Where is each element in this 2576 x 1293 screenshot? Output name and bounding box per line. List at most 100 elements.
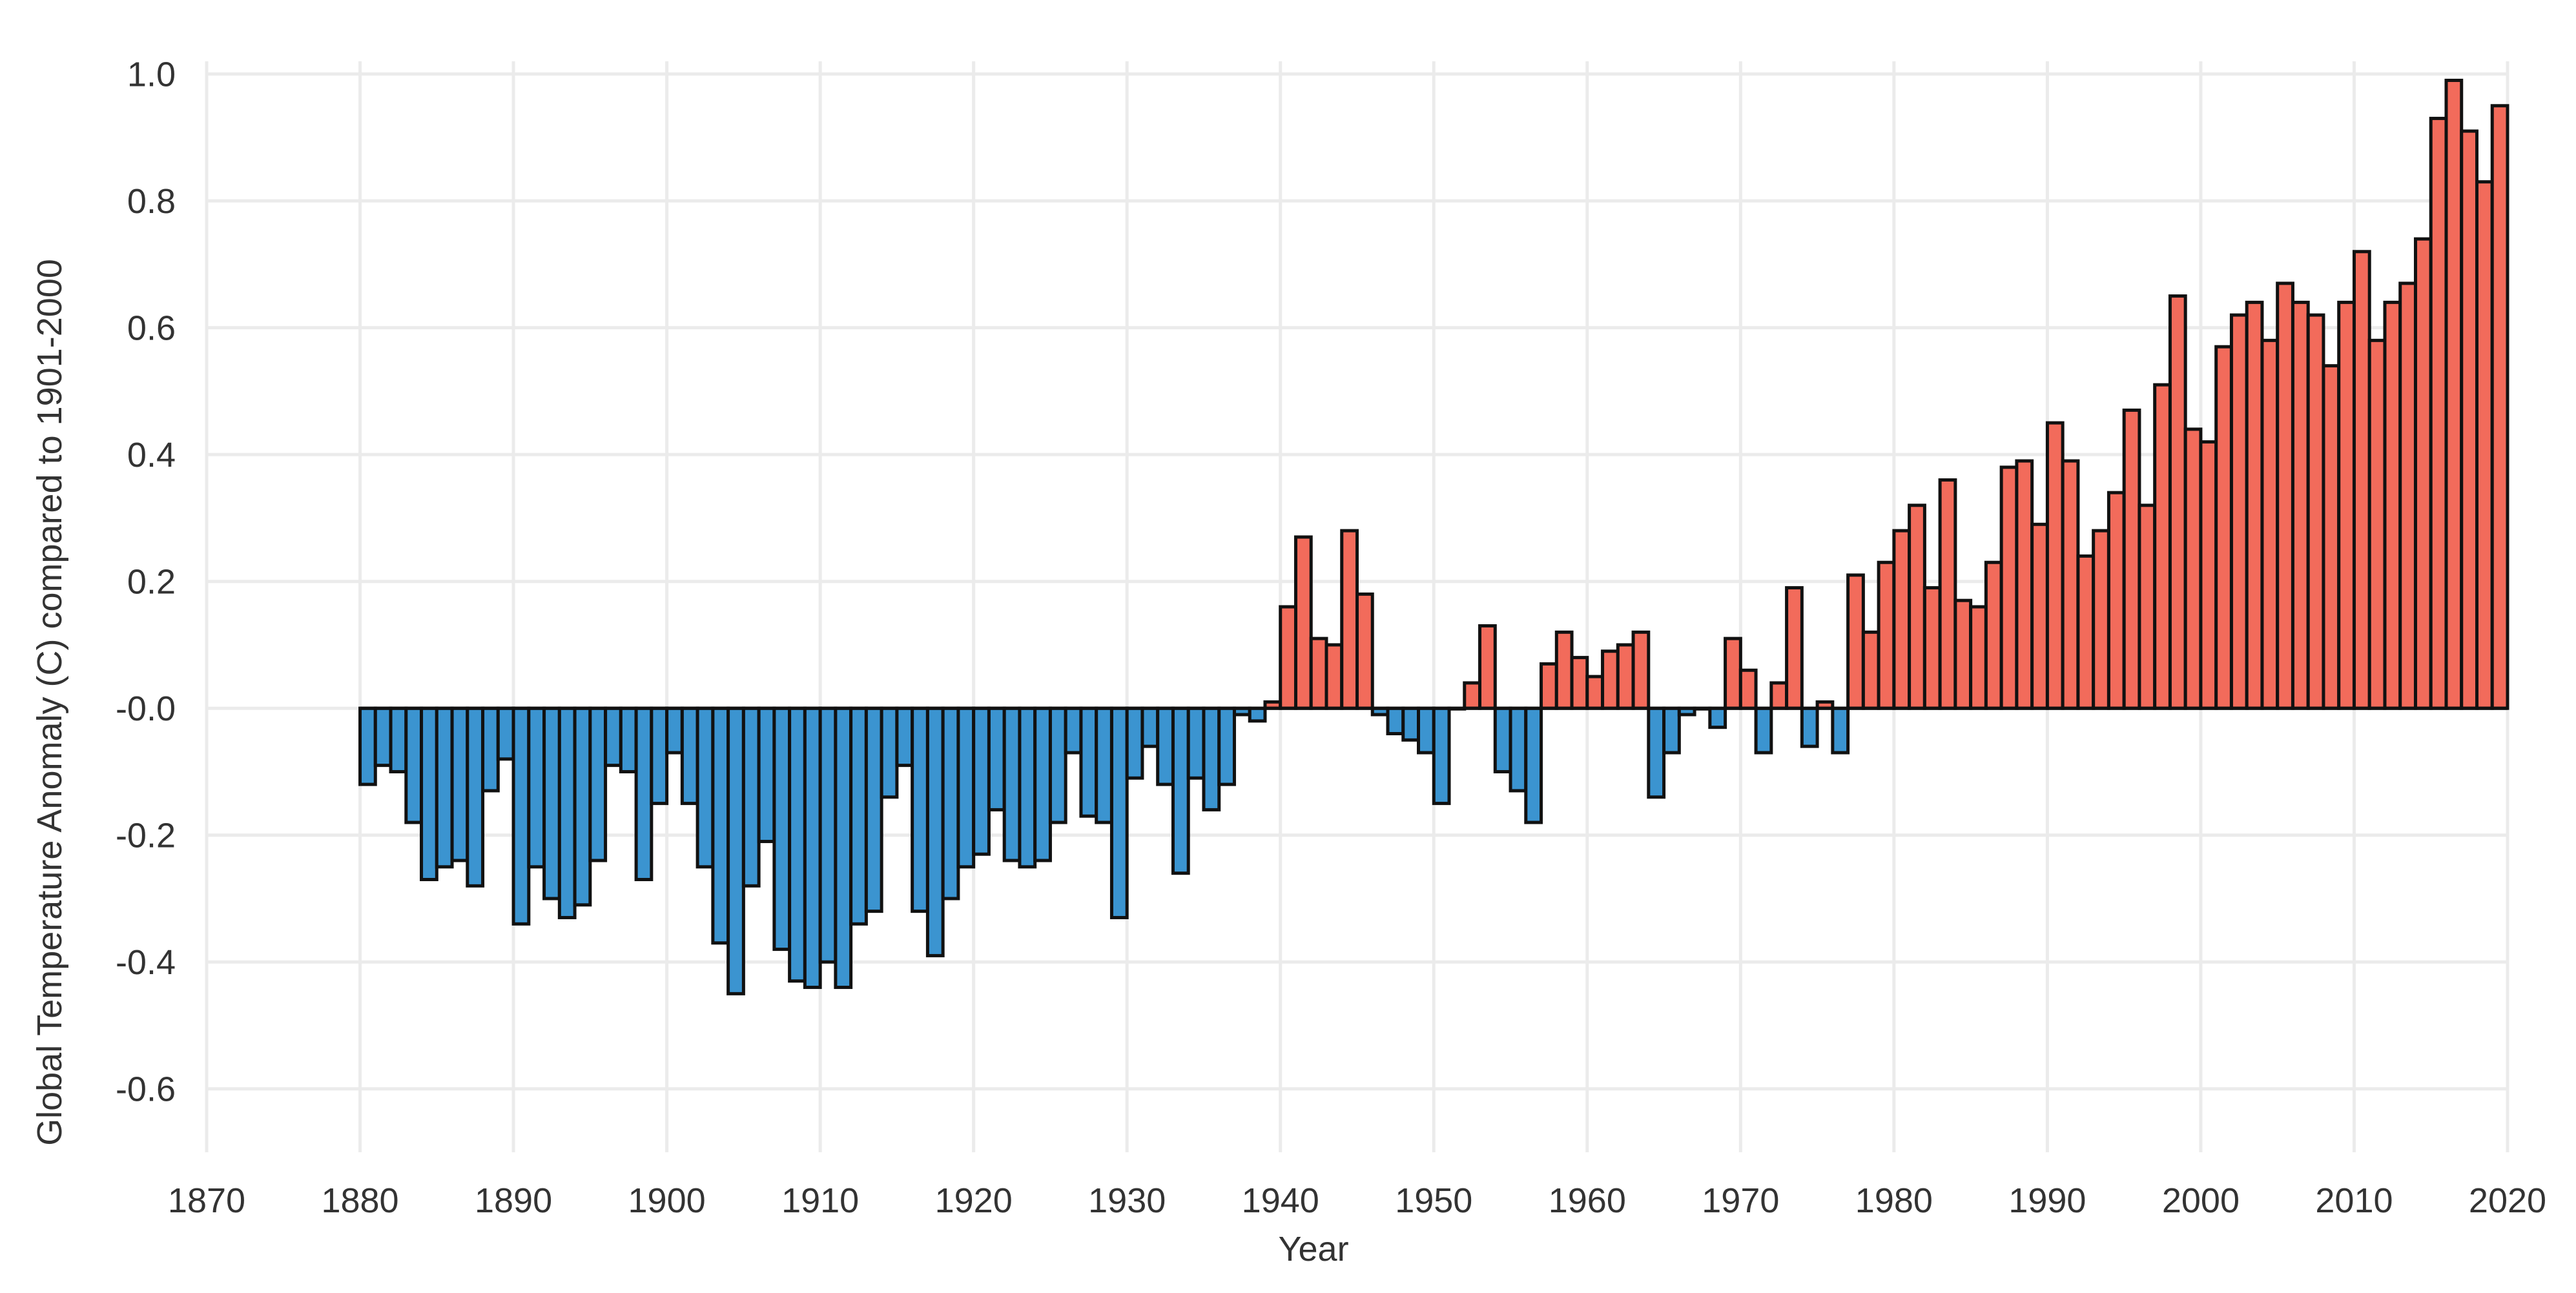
bar-1970 bbox=[1738, 668, 1758, 710]
bar-2016 bbox=[2444, 78, 2464, 710]
x-tick-label: 2010 bbox=[2315, 1181, 2393, 1220]
bar-2005 bbox=[2276, 281, 2294, 710]
bar-1959 bbox=[1570, 656, 1589, 710]
bar-1953 bbox=[1478, 624, 1497, 710]
y-axis-title: Global Temperature Anomaly (C) compared … bbox=[30, 259, 69, 1146]
bar-1934 bbox=[1186, 706, 1206, 780]
bar-1950 bbox=[1432, 706, 1451, 806]
bar-1907 bbox=[772, 706, 792, 952]
bar-1899 bbox=[650, 706, 669, 806]
bar-1892 bbox=[542, 706, 561, 901]
bar-1962 bbox=[1616, 643, 1635, 710]
tick-labels: 1870 1880 1890 1900 1910 1920 1930 1940 1950 1960… bbox=[116, 56, 2546, 1220]
bar-1887 bbox=[466, 706, 485, 888]
bar-1963 bbox=[1631, 630, 1651, 710]
bar-1942 bbox=[1309, 636, 1328, 710]
bar-2013 bbox=[2398, 281, 2417, 710]
bar-1924 bbox=[1033, 706, 1052, 862]
bar-1988 bbox=[2015, 459, 2034, 710]
bar-1978 bbox=[1861, 630, 1880, 710]
bar-2008 bbox=[2322, 364, 2341, 710]
bar-2015 bbox=[2429, 116, 2448, 710]
bar-1906 bbox=[757, 706, 776, 844]
bar-1901 bbox=[680, 706, 699, 806]
bar-1930 bbox=[1125, 706, 1144, 780]
bar-2014 bbox=[2413, 237, 2433, 710]
bar-1927 bbox=[1079, 706, 1098, 818]
x-tick-label: 1910 bbox=[781, 1181, 859, 1220]
bar-1984 bbox=[1953, 598, 1973, 710]
bar-1986 bbox=[1984, 560, 2003, 710]
bar-1929 bbox=[1109, 706, 1129, 919]
bar-1958 bbox=[1554, 630, 1574, 710]
bar-1994 bbox=[2107, 491, 2126, 710]
bar-1917 bbox=[925, 706, 945, 957]
bar-1920 bbox=[972, 706, 991, 856]
x-tick-label: 1980 bbox=[1855, 1181, 1933, 1220]
bar-1981 bbox=[1908, 504, 1926, 710]
bar-1900 bbox=[665, 706, 684, 755]
bar-1990 bbox=[2045, 421, 2065, 710]
x-tick-label: 1970 bbox=[1702, 1181, 1779, 1220]
y-tick-label: 0.6 bbox=[127, 309, 176, 348]
bar-2004 bbox=[2260, 338, 2280, 710]
x-tick-label: 1890 bbox=[475, 1181, 552, 1220]
bar-1921 bbox=[987, 706, 1006, 811]
bar-1935 bbox=[1202, 706, 1221, 811]
bar-1886 bbox=[450, 706, 469, 862]
bar-2001 bbox=[2214, 345, 2233, 710]
bar-1952 bbox=[1463, 681, 1482, 710]
bar-1957 bbox=[1540, 662, 1558, 710]
bar-1992 bbox=[2076, 554, 2096, 710]
bar-2011 bbox=[2367, 338, 2387, 710]
bar-2003 bbox=[2245, 300, 2264, 710]
x-tick-label: 1950 bbox=[1395, 1181, 1472, 1220]
bar-2009 bbox=[2337, 300, 2356, 710]
bar-1882 bbox=[389, 706, 408, 773]
bar-1964 bbox=[1647, 706, 1666, 799]
bar-1989 bbox=[2030, 522, 2049, 710]
bar-2006 bbox=[2291, 300, 2310, 710]
bar-1914 bbox=[880, 706, 899, 799]
bar-1889 bbox=[496, 706, 515, 761]
bar-1897 bbox=[619, 706, 638, 773]
x-tick-label: 1990 bbox=[2008, 1181, 2086, 1220]
bar-1885 bbox=[435, 706, 454, 869]
bar-1904 bbox=[726, 706, 745, 995]
bar-1931 bbox=[1140, 706, 1160, 748]
bar-1945 bbox=[1355, 592, 1374, 710]
bar-1980 bbox=[1892, 529, 1911, 710]
bar-1956 bbox=[1524, 706, 1543, 824]
x-tick-label: 1940 bbox=[1242, 1181, 1319, 1220]
bar-1954 bbox=[1493, 706, 1512, 773]
bar-1999 bbox=[2183, 427, 2203, 710]
x-tick-label: 2020 bbox=[2469, 1181, 2546, 1220]
y-tick-label: 0.8 bbox=[127, 182, 176, 221]
bar-1919 bbox=[956, 706, 976, 869]
x-tick-label: 1870 bbox=[168, 1181, 245, 1220]
bar-1912 bbox=[849, 706, 868, 926]
bar-1911 bbox=[834, 706, 853, 990]
bar-1985 bbox=[1969, 605, 1988, 710]
bar-1997 bbox=[2153, 383, 2172, 710]
bar-2000 bbox=[2199, 440, 2218, 710]
bar-1923 bbox=[1018, 706, 1037, 869]
bar-1996 bbox=[2138, 504, 2157, 710]
bar-1905 bbox=[741, 706, 761, 888]
bar-1896 bbox=[604, 706, 623, 768]
bar-2018 bbox=[2475, 180, 2494, 710]
bar-1916 bbox=[911, 706, 929, 913]
bar-1943 bbox=[1324, 643, 1344, 710]
bar-1968 bbox=[1708, 706, 1727, 729]
bar-1961 bbox=[1601, 649, 1620, 710]
y-tick-label: -0.4 bbox=[116, 943, 176, 982]
bar-1888 bbox=[481, 706, 500, 793]
bar-2012 bbox=[2383, 300, 2402, 710]
bar-1973 bbox=[1785, 586, 1804, 710]
bar-1902 bbox=[696, 706, 715, 869]
bar-1971 bbox=[1754, 706, 1773, 755]
y-tick-label: 1.0 bbox=[127, 56, 176, 94]
bar-1926 bbox=[1064, 706, 1083, 755]
bar-1903 bbox=[711, 706, 730, 945]
